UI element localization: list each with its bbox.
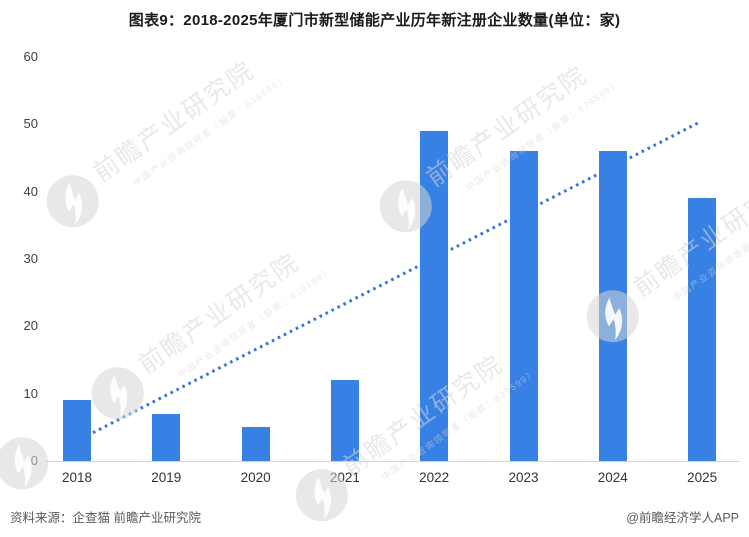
x-tick-label: 2019 [151,470,182,485]
trend-line [92,121,699,435]
bar-2023 [509,151,538,461]
bar-2019 [152,413,181,461]
bar-2024 [598,151,627,461]
x-tick-label: 2023 [508,470,539,485]
y-tick-label: 30 [23,251,38,266]
chart-title: 图表9：2018-2025年厦门市新型储能产业历年新注册企业数量(单位：家) [128,12,621,29]
bar-2018 [63,400,91,461]
bar-2020 [241,427,270,461]
x-tick-label: 2024 [597,470,628,485]
x-tick-label: 2018 [61,470,93,485]
y-tick-label: 60 [23,49,38,64]
x-tick-label: 2022 [419,470,450,485]
source-note: 资料来源：企查猫 前瞻产业研究院 [10,511,201,525]
y-tick-label: 0 [30,453,38,468]
footer: 资料来源：企查猫 前瞻产业研究院 @前瞻经济学人APP [10,507,739,526]
x-tick-label: 2020 [240,470,271,485]
bar-2025 [688,198,717,461]
y-tick-label: 20 [23,318,38,334]
y-tick-label: 40 [23,183,38,199]
bar-2022 [420,131,449,461]
y-tick-label: 10 [23,385,38,401]
plot-area: 2018 2019 2020 2021 2022 2023 2024 2025 [45,57,740,485]
bar-2021 [330,380,359,461]
credit-note: @前瞻经济学人APP [626,511,739,525]
y-tick-label: 50 [23,116,38,132]
x-tick-label: 2025 [687,470,718,485]
x-tick-label: 2021 [329,470,360,485]
